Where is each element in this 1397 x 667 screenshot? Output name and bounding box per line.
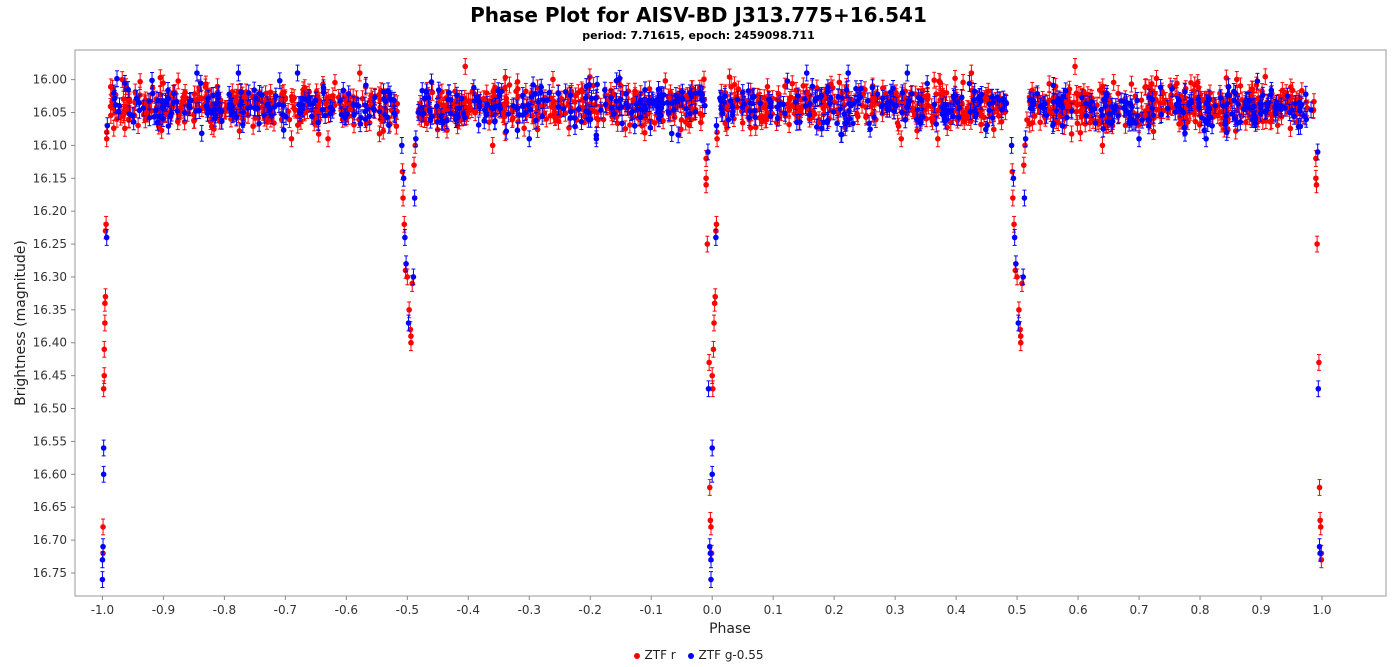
x-tick-label: 0.7 — [1129, 603, 1148, 617]
legend-marker-ztf-r — [633, 652, 640, 659]
y-axis-label: Brightness (magnitude) — [13, 240, 29, 406]
ztf-r-point — [1299, 82, 1305, 100]
plot-area — [74, 49, 1387, 597]
x-axis: -1.0 -0.9 -0.8 -0.7 -0.6 -0.5 -0.4 -0.3 -0.2 -0.1… — [91, 596, 1332, 617]
x-tick-label: 0.4 — [947, 603, 966, 617]
ztf-r-point — [1128, 75, 1135, 93]
y-tick-label: 16.40 — [33, 336, 67, 350]
ztf-r-point — [550, 70, 556, 88]
ztf-r-point — [271, 114, 277, 132]
y-tick-label: 16.05 — [33, 105, 67, 119]
x-tick-label: -1.0 — [91, 603, 114, 617]
x-tick-label: 0.3 — [886, 603, 905, 617]
x-tick-label: 0.8 — [1190, 603, 1209, 617]
y-tick-label: 16.60 — [33, 467, 67, 481]
ztf-r-point — [1138, 91, 1145, 109]
x-tick-label: -0.2 — [579, 603, 602, 617]
x-tick-label: -0.4 — [457, 603, 480, 617]
y-tick-label: 16.10 — [33, 138, 67, 152]
x-tick-label: 0.6 — [1069, 603, 1088, 617]
legend-marker-ztf-g — [687, 652, 694, 659]
ztf-r-point — [203, 75, 209, 93]
ztf-r-point — [991, 120, 997, 138]
x-tick-label: -0.3 — [518, 603, 541, 617]
ztf-r-point — [1110, 73, 1117, 91]
ztf-r-point — [627, 116, 633, 134]
y-tick-label: 16.15 — [33, 171, 67, 185]
ztf-r-point — [952, 69, 958, 87]
x-tick-label: -0.8 — [213, 603, 236, 617]
y-tick-label: 16.75 — [33, 566, 67, 580]
data-marks — [99, 58, 1325, 588]
y-tick-label: 16.65 — [33, 500, 67, 514]
y-tick-label: 16.00 — [33, 73, 67, 87]
x-tick-label: -0.6 — [335, 603, 358, 617]
ztf-r-point — [236, 122, 243, 140]
ztf-r-point — [332, 74, 338, 91]
y-tick-label: 16.45 — [33, 369, 67, 383]
legend-item-ztf-r: ZTF r — [633, 648, 676, 662]
legend-label-ztf-g: ZTF g-0.55 — [698, 648, 764, 662]
y-tick-label: 16.25 — [33, 237, 67, 251]
legend-label-ztf-r: ZTF r — [644, 648, 676, 662]
ztf-r-point — [836, 73, 843, 91]
x-tick-label: -0.5 — [396, 603, 419, 617]
y-tick-label: 16.70 — [33, 533, 67, 547]
ztf-r-point — [325, 89, 331, 106]
y-tick-label: 16.30 — [33, 270, 67, 284]
chart-title: Phase Plot for AISV-BD J313.775+16.541 — [470, 3, 927, 27]
x-tick-label: 0.0 — [703, 603, 722, 617]
x-axis-label: Phase — [709, 621, 751, 637]
ztf-r-point — [622, 120, 629, 138]
y-tick-label: 16.20 — [33, 204, 67, 218]
ztf-r-point — [250, 117, 256, 135]
ztf-r-point — [1242, 113, 1249, 131]
x-tick-label: -0.9 — [152, 603, 175, 617]
x-tick-label: 0.1 — [764, 603, 783, 617]
y-tick-label: 16.50 — [33, 402, 67, 416]
ztf-r-point — [506, 76, 513, 94]
x-tick-label: 0.9 — [1251, 603, 1270, 617]
ztf-r-point — [1115, 85, 1121, 102]
x-tick-label: 0.5 — [1008, 603, 1027, 617]
x-tick-label: 1.0 — [1312, 603, 1331, 617]
y-tick-label: 16.55 — [33, 434, 67, 448]
chart-subtitle: period: 7.71615, epoch: 2459098.711 — [582, 29, 815, 42]
ztf-r-point — [1074, 114, 1081, 132]
ztf-r-point — [894, 114, 901, 132]
legend-item-ztf-g: ZTF g-0.55 — [687, 648, 764, 662]
x-tick-label: -0.7 — [274, 603, 297, 617]
y-tick-label: 16.35 — [33, 303, 67, 317]
ztf-r-point — [439, 83, 445, 101]
ztf-r-point — [424, 115, 430, 132]
ztf-r-point — [1077, 124, 1084, 142]
legend: ZTF r ZTF g-0.55 — [0, 648, 1397, 662]
y-axis: 16.00 16.05 16.10 16.15 16.20 16.25 16.30 16.35… — [33, 73, 75, 580]
x-tick-label: -0.1 — [640, 603, 663, 617]
ztf-r-point — [1068, 125, 1075, 143]
x-tick-label: 0.2 — [825, 603, 844, 617]
